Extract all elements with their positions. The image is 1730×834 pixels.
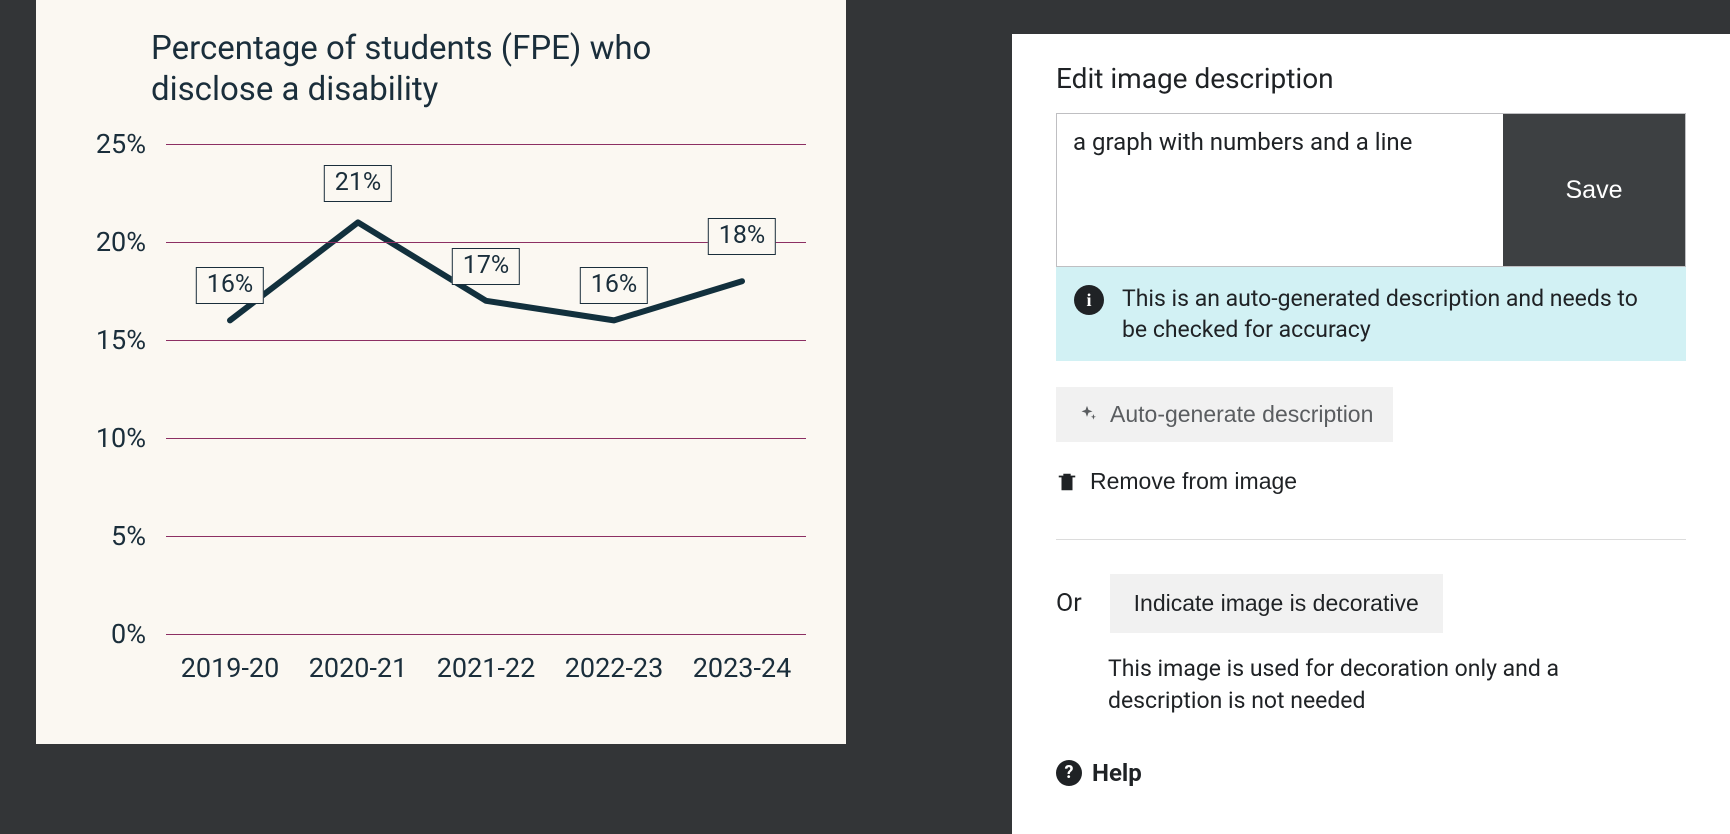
info-banner: i This is an auto-generated description … [1056,267,1686,361]
data-label: 17% [452,248,520,285]
trash-icon [1056,471,1078,493]
y-axis-label: 25% [56,128,146,160]
or-label: Or [1056,589,1082,618]
gridline [166,536,806,537]
y-axis-label: 5% [56,520,146,552]
help-icon: ? [1056,760,1082,786]
auto-generate-label: Auto-generate description [1110,401,1373,428]
y-axis-label: 15% [56,324,146,356]
decorative-row: Or Indicate image is decorative [1056,574,1686,633]
gridline [166,634,806,635]
description-input[interactable] [1057,114,1503,266]
help-label: Help [1092,759,1142,787]
help-row[interactable]: ? Help [1056,759,1686,787]
x-axis-label: 2019-20 [181,652,280,684]
decorative-button[interactable]: Indicate image is decorative [1110,574,1443,633]
info-icon: i [1074,285,1104,315]
gridline [166,438,806,439]
remove-label: Remove from image [1090,468,1297,495]
divider [1056,539,1686,540]
y-axis-label: 0% [56,618,146,650]
chart-title: Percentage of students (FPE) who disclos… [151,28,751,111]
decorative-note: This image is used for decoration only a… [1108,653,1628,717]
x-axis-label: 2020-21 [309,652,408,684]
y-axis-label: 20% [56,226,146,258]
description-panel: Edit image description Save i This is an… [1012,34,1730,834]
description-row: Save [1056,113,1686,267]
data-label: 16% [580,267,648,304]
auto-generate-button[interactable]: Auto-generate description [1056,387,1393,442]
info-message: This is an auto-generated description an… [1122,283,1668,345]
data-label: 21% [324,165,392,202]
remove-button[interactable]: Remove from image [1056,468,1297,495]
panel-title: Edit image description [1056,62,1686,95]
y-axis-label: 10% [56,422,146,454]
chart-card: Percentage of students (FPE) who disclos… [36,0,846,744]
data-label: 16% [196,267,264,304]
save-button[interactable]: Save [1503,114,1685,266]
gridline [166,340,806,341]
x-axis-label: 2023-24 [693,652,792,684]
chart-plot: 0%5%10%15%20%25%2019-202020-212021-22202… [166,144,806,634]
x-axis-label: 2021-22 [437,652,536,684]
gridline [166,144,806,145]
sparkle-icon [1076,404,1098,426]
data-label: 18% [708,218,776,255]
x-axis-label: 2022-23 [565,652,664,684]
